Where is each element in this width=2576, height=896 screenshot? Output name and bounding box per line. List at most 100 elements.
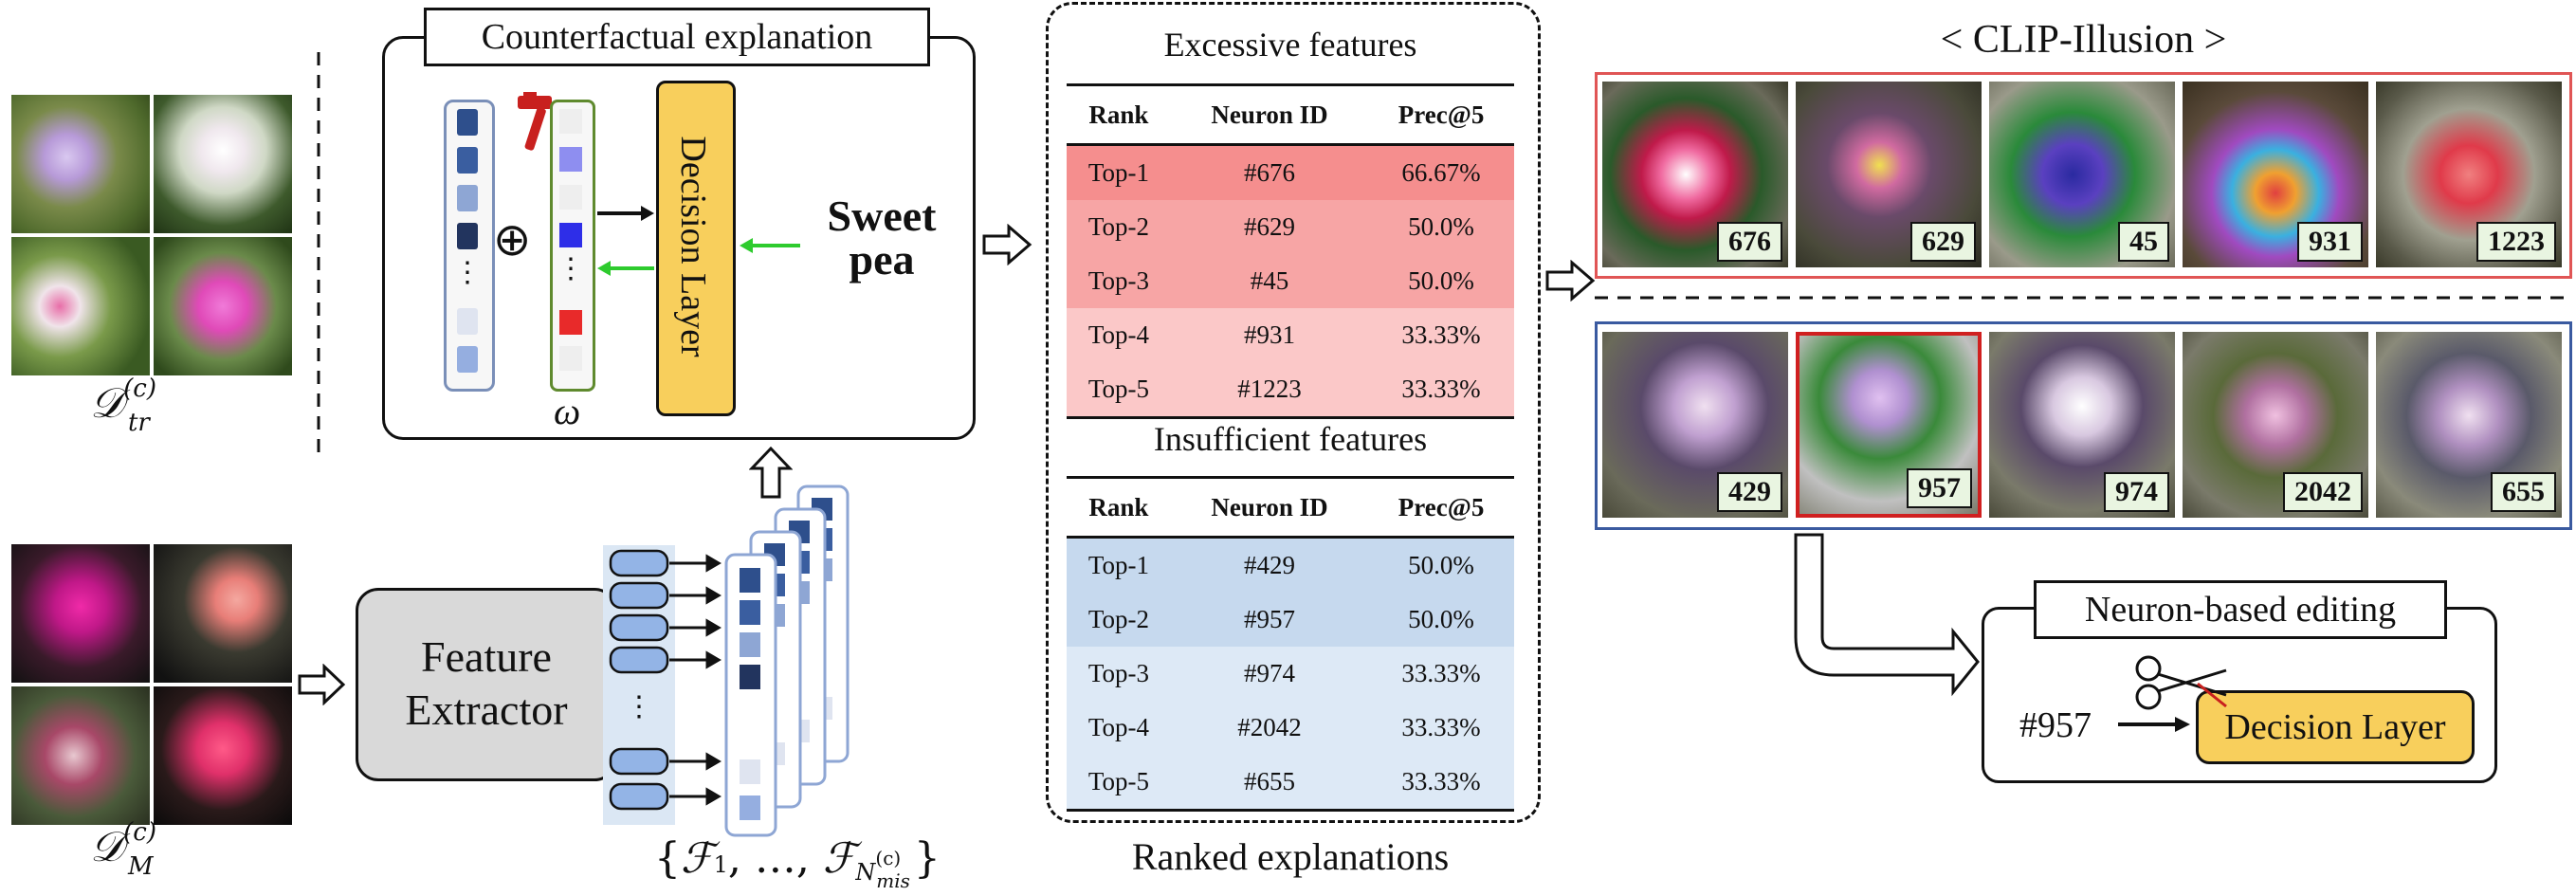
neuron-cell: #974 bbox=[1243, 659, 1295, 687]
prec-cell: 50.0% bbox=[1408, 551, 1474, 579]
illusion-label: 957 bbox=[1907, 468, 1972, 508]
illusion-image-45: 45 bbox=[1989, 82, 2175, 267]
illusion-dashed-divider bbox=[1595, 296, 2567, 300]
train-image-1 bbox=[11, 95, 150, 233]
illusion-to-editing-arrow bbox=[1794, 533, 1980, 697]
illusion-image-974: 974 bbox=[1989, 332, 2175, 518]
illusion-label: 974 bbox=[2104, 472, 2169, 512]
class-label-line2: pea bbox=[849, 235, 915, 283]
excessive-row: Top-5 #1223 33.33% bbox=[1067, 362, 1514, 418]
neuron-cell: #2042 bbox=[1237, 713, 1302, 741]
neuron-cell: #676 bbox=[1243, 158, 1295, 187]
svg-text:⋮: ⋮ bbox=[557, 253, 585, 284]
excessive-header-row: Rank Neuron ID Prec@5 bbox=[1067, 84, 1514, 145]
prec-cell: 33.33% bbox=[1401, 375, 1481, 403]
feature-extractor-line2: Extractor bbox=[405, 686, 568, 734]
insufficient-header-rank: Rank bbox=[1088, 492, 1149, 521]
svg-text:⋮: ⋮ bbox=[625, 691, 653, 722]
illusion-image-957: 957 bbox=[1796, 332, 1982, 518]
illusion-image-429: 429 bbox=[1602, 332, 1788, 518]
mis-image-grid bbox=[11, 544, 292, 825]
feature-extractor-block: Feature Extractor bbox=[356, 588, 617, 781]
counterfactual-to-ranking-arrow bbox=[982, 224, 1032, 265]
train-image-3 bbox=[11, 237, 150, 375]
illusion-label: 45 bbox=[2118, 222, 2169, 262]
svg-text:⋮: ⋮ bbox=[453, 257, 482, 288]
insufficient-row: Top-2 #957 50.0% bbox=[1067, 593, 1514, 647]
counterfactual-title: Counterfactual explanation bbox=[424, 8, 930, 66]
excessive-row: Top-1 #676 66.67% bbox=[1067, 144, 1514, 200]
illusion-label: 931 bbox=[2297, 222, 2363, 262]
left-dashed-divider bbox=[317, 52, 320, 460]
train-image-grid bbox=[11, 95, 292, 375]
rank-cell: Top-2 bbox=[1087, 212, 1149, 241]
neuron-cell: #45 bbox=[1250, 266, 1289, 295]
excessive-header-neuron: Neuron ID bbox=[1211, 100, 1328, 129]
insufficient-row: Top-1 #429 50.0% bbox=[1067, 537, 1514, 593]
insufficient-illusion-panel bbox=[1595, 321, 2572, 530]
mis-image-1 bbox=[11, 544, 150, 683]
insufficient-row: Top-5 #655 33.33% bbox=[1067, 755, 1514, 811]
rank-cell: Top-2 bbox=[1087, 605, 1149, 633]
extracted-features-cells: ⋮ bbox=[609, 549, 722, 811]
editing-decision-layer: Decision Layer bbox=[2196, 690, 2475, 764]
excessive-header-rank: Rank bbox=[1088, 100, 1149, 129]
prec-cell: 33.33% bbox=[1401, 659, 1481, 687]
insufficient-header-row: Rank Neuron ID Prec@5 bbox=[1067, 477, 1514, 538]
illusion-label: 1223 bbox=[2476, 222, 2556, 262]
rank-cell: Top-1 bbox=[1087, 158, 1149, 187]
images-to-extractor-arrow bbox=[298, 664, 346, 705]
excessive-illusion-panel bbox=[1595, 72, 2572, 279]
mis-dataset-superscript: (c) bbox=[123, 818, 156, 847]
illusion-image-931: 931 bbox=[2183, 82, 2368, 267]
hammer-icon bbox=[518, 92, 552, 151]
illusion-image-1223: 1223 bbox=[2376, 82, 2562, 267]
insufficient-row: Top-3 #974 33.33% bbox=[1067, 647, 1514, 701]
mis-dataset-subscript: M bbox=[127, 852, 154, 881]
feature-set-last-sup: (c) bbox=[875, 847, 902, 869]
rank-cell: Top-3 bbox=[1087, 266, 1149, 295]
prec-cell: 50.0% bbox=[1408, 266, 1474, 295]
train-dataset-subscript: tr bbox=[127, 409, 150, 437]
neuron-cell: #957 bbox=[1243, 605, 1295, 633]
excessive-illusion-row: 676 629 45 931 1223 bbox=[1602, 82, 2562, 267]
prec-cell: 66.67% bbox=[1401, 158, 1481, 187]
label-to-decision-arrow bbox=[740, 238, 800, 253]
feature-set-last-sub: N bbox=[855, 859, 876, 886]
neuron-cell: #655 bbox=[1243, 767, 1295, 795]
scissors-icon bbox=[2135, 655, 2227, 710]
features-to-counterfactual-arrow bbox=[749, 446, 793, 499]
train-dataset-label: 𝒟(c) tr bbox=[90, 375, 178, 437]
class-label: Sweet pea bbox=[811, 194, 953, 282]
illusion-label: 2042 bbox=[2283, 472, 2363, 512]
rank-cell: Top-5 bbox=[1087, 767, 1149, 795]
ranked-explanations-panel bbox=[1046, 2, 1541, 823]
train-image-2 bbox=[154, 95, 292, 233]
feature-set-last: ℱ bbox=[822, 834, 856, 883]
decision-layer-block bbox=[656, 81, 736, 416]
excessive-table: Rank Neuron ID Prec@5 Top-1 #676 66.67% To… bbox=[1067, 83, 1514, 419]
insufficient-row: Top-4 #2042 33.33% bbox=[1067, 701, 1514, 755]
insufficient-illusion-row: 429 957 974 2042 655 bbox=[1602, 332, 2562, 518]
feature-set-close-brace: } bbox=[913, 834, 941, 883]
ranked-explanations-caption: Ranked explanations bbox=[1131, 835, 1450, 878]
insufficient-title: Insufficient features bbox=[1153, 420, 1428, 458]
mis-image-4 bbox=[154, 686, 292, 825]
excessive-row: Top-4 #931 33.33% bbox=[1067, 308, 1514, 362]
rank-cell: Top-4 bbox=[1087, 713, 1149, 741]
mis-image-2 bbox=[154, 544, 292, 683]
oplus-symbol: ⊕ bbox=[493, 213, 532, 266]
editing-title: Neuron-based editing bbox=[2034, 580, 2447, 639]
clip-illusion-title: < CLIP-Illusion > bbox=[1940, 18, 2227, 62]
excessive-header-prec: Prec@5 bbox=[1398, 100, 1485, 129]
feature-set-last-subsub: mis bbox=[876, 869, 910, 892]
train-image-4 bbox=[154, 237, 292, 375]
mis-dataset-symbol: 𝒟 bbox=[90, 823, 124, 871]
mis-image-3 bbox=[11, 686, 150, 825]
ranking-to-illusion-arrow bbox=[1545, 260, 1596, 302]
neuron-cell: #1223 bbox=[1237, 375, 1302, 403]
feature-map-stack bbox=[724, 485, 850, 837]
neuron-to-decision-arrow bbox=[2118, 717, 2190, 732]
illusion-image-2042: 2042 bbox=[2183, 332, 2368, 518]
illusion-label: 429 bbox=[1717, 472, 1782, 512]
